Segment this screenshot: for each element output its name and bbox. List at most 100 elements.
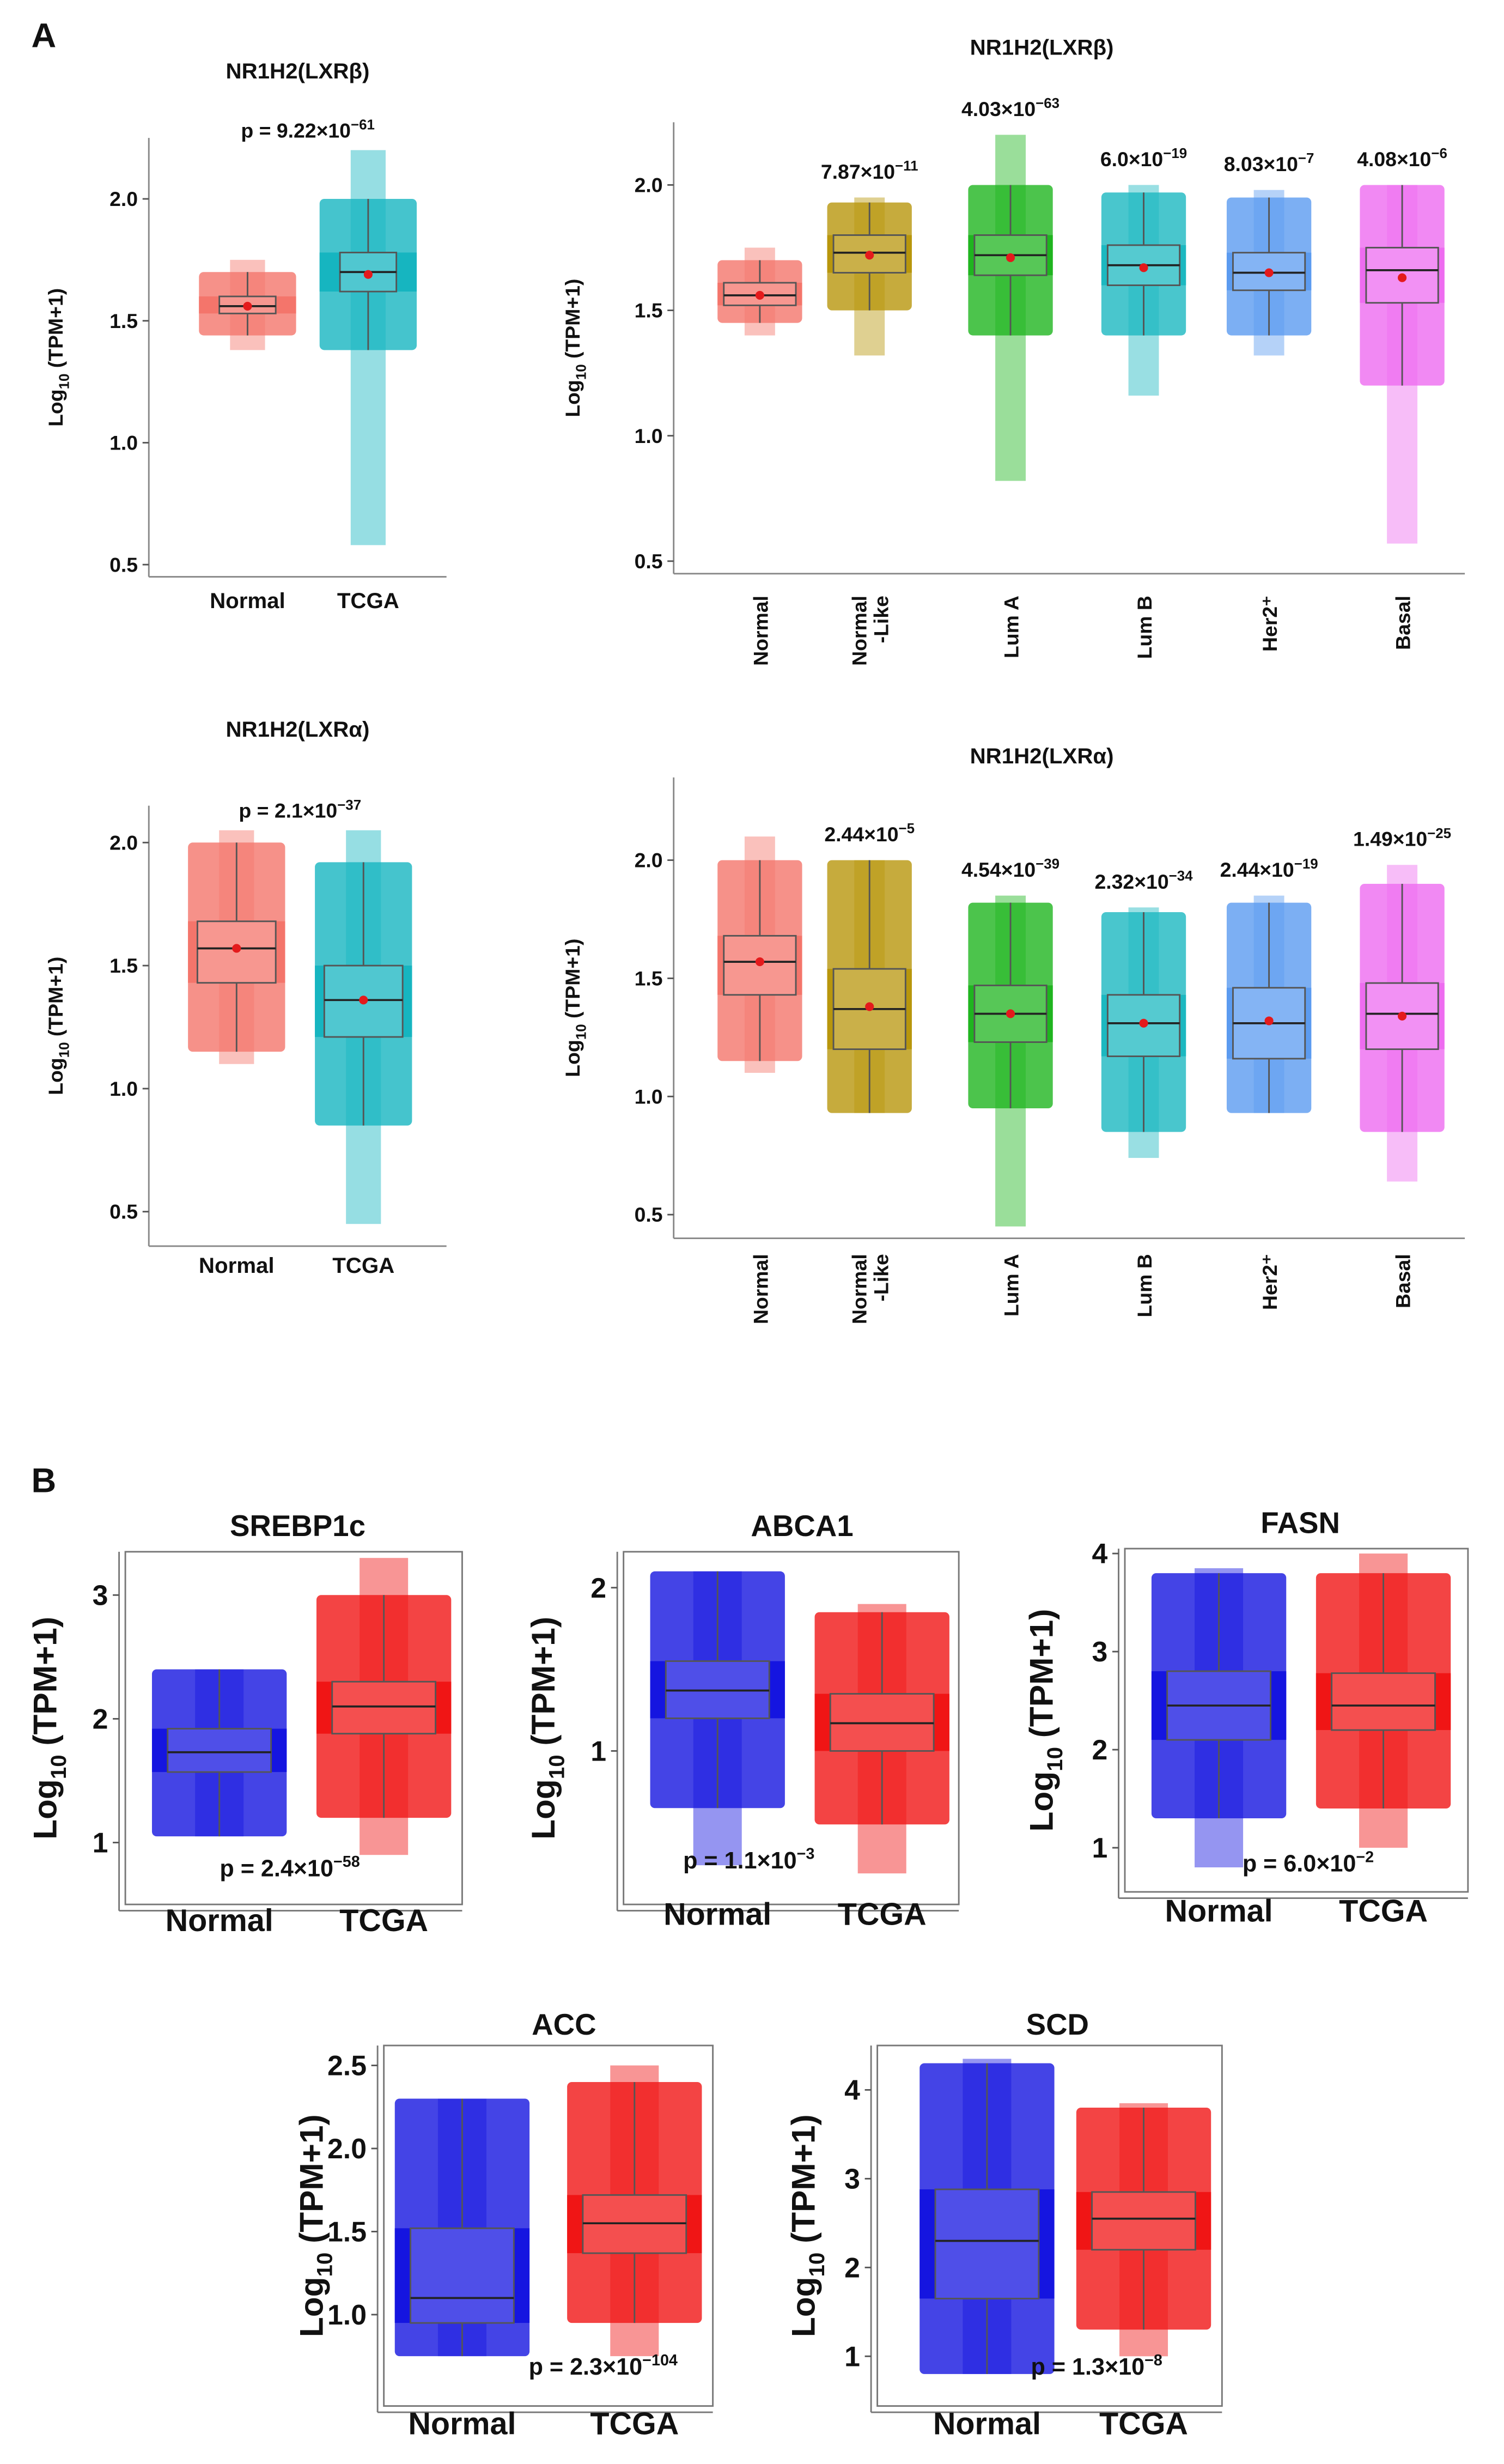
y-axis-label-part: (TPM+1) bbox=[561, 279, 584, 365]
y-tick-label: 1 bbox=[590, 1735, 606, 1767]
box bbox=[167, 1728, 272, 1773]
y-tick-label: 1.5 bbox=[327, 2216, 367, 2248]
mean-point bbox=[243, 301, 252, 311]
annotation: 6.0×10−19 bbox=[1100, 146, 1187, 171]
x-tick-label-line: Normal bbox=[749, 596, 772, 666]
mean-point bbox=[363, 270, 373, 279]
annotation-exponent: −34 bbox=[1169, 869, 1193, 884]
plot-frame bbox=[1124, 1547, 1469, 1893]
annotation-exponent: −7 bbox=[1298, 151, 1314, 166]
mean-point bbox=[865, 1002, 874, 1011]
annotation-base: 8.03×10 bbox=[1224, 153, 1298, 175]
y-axis-label-part: Log bbox=[561, 1040, 584, 1077]
annotation-base: p = 1.1×10 bbox=[683, 1848, 797, 1874]
annotation: p = 2.3×10−104 bbox=[529, 2352, 678, 2380]
annotation-exponent: −5 bbox=[899, 821, 915, 836]
panel-label: B bbox=[32, 1462, 57, 1500]
y-axis-label-part: Log bbox=[44, 1058, 67, 1095]
x-tick-label: Normal bbox=[663, 1897, 771, 1932]
annotation: p = 2.1×10−37 bbox=[239, 798, 361, 822]
y-axis-label-part: 10 bbox=[57, 374, 72, 390]
y-tick-label: 2 bbox=[1092, 1734, 1108, 1765]
y-tick-label: 0.5 bbox=[635, 1203, 663, 1226]
box bbox=[410, 2227, 515, 2324]
y-axis-label-part: Log bbox=[293, 2277, 330, 2337]
y-axis-label-part: Log bbox=[27, 1779, 64, 1840]
annotation: 1.49×10−25 bbox=[1353, 826, 1451, 851]
chart-title: SCD bbox=[1026, 2008, 1089, 2041]
x-tick-label: Normal-Like bbox=[848, 1254, 892, 1324]
annotation-base: p = 6.0×10 bbox=[1243, 1851, 1356, 1877]
x-tick-label: TCGA bbox=[332, 1253, 394, 1278]
x-tick-label: Normal bbox=[1165, 1894, 1272, 1929]
chart-title: NR1H2(LXRα) bbox=[970, 744, 1114, 768]
y-axis-label-part: (TPM+1) bbox=[44, 957, 67, 1042]
x-tick-label-line: Basal bbox=[1391, 1254, 1414, 1308]
x-tick-label: TCGA bbox=[339, 1903, 428, 1938]
x-tick-label-line: Lum A bbox=[1000, 1254, 1022, 1316]
y-axis-label-part: Log bbox=[525, 1779, 562, 1840]
annotation: p = 1.3×10−8 bbox=[1031, 2352, 1162, 2380]
y-tick-label: 2 bbox=[590, 1572, 606, 1604]
annotation: 2.44×10−19 bbox=[1220, 857, 1318, 881]
y-tick-label: 1.0 bbox=[327, 2299, 367, 2331]
x-tick-label-line: Her2⁺ bbox=[1258, 1254, 1281, 1310]
x-tick-label-line: -Like bbox=[870, 1254, 893, 1301]
y-tick-label: 1 bbox=[844, 2340, 860, 2372]
x-tick-label-line: Lum A bbox=[1000, 596, 1022, 658]
annotation: 7.87×10−11 bbox=[821, 159, 918, 183]
y-axis-label-part: 10 bbox=[574, 1024, 589, 1040]
annotation-exponent: −19 bbox=[1163, 146, 1187, 161]
annotation-base: 4.54×10 bbox=[961, 858, 1036, 881]
plot-frame bbox=[876, 2044, 1223, 2407]
annotation-base: 6.0×10 bbox=[1100, 148, 1163, 171]
y-tick-label: 2 bbox=[93, 1703, 108, 1735]
annotation: 4.08×10−6 bbox=[1357, 146, 1447, 171]
annotation-exponent: −39 bbox=[1036, 857, 1060, 872]
x-tick-label: Lum B bbox=[1133, 596, 1156, 659]
annotation-base: 2.44×10 bbox=[1220, 858, 1294, 881]
chart-title: ACC bbox=[532, 2008, 596, 2041]
mean-point bbox=[1006, 1009, 1015, 1018]
annotation-exponent: −3 bbox=[797, 1846, 815, 1863]
y-tick-label: 1.5 bbox=[109, 309, 138, 332]
x-tick-label: Normal bbox=[408, 2406, 516, 2441]
chart-title: NR1H2(LXRβ) bbox=[226, 59, 370, 83]
y-axis-label-part: 10 bbox=[1043, 1747, 1067, 1771]
x-tick-label: Normal bbox=[166, 1903, 273, 1938]
y-tick-label: 1.0 bbox=[635, 1085, 663, 1108]
x-tick-label-line: Lum B bbox=[1133, 1254, 1156, 1317]
mean-point bbox=[1139, 1018, 1148, 1028]
annotation-exponent: −11 bbox=[895, 159, 918, 174]
y-axis-label-part: Log bbox=[561, 380, 584, 417]
point-core bbox=[394, 2228, 530, 2323]
y-axis-label-part: (TPM+1) bbox=[561, 939, 584, 1024]
x-tick-label: TCGA bbox=[590, 2406, 679, 2441]
annotation-base: 4.03×10 bbox=[961, 98, 1036, 120]
plot-frame bbox=[623, 1551, 960, 1905]
y-tick-label: 3 bbox=[93, 1579, 108, 1611]
y-tick-label: 1.0 bbox=[635, 424, 663, 447]
annotation-exponent: −61 bbox=[351, 118, 375, 133]
x-tick-label: TCGA bbox=[337, 588, 399, 613]
annotation-exponent: −58 bbox=[333, 1853, 360, 1871]
x-tick-label: TCGA bbox=[1339, 1894, 1428, 1929]
box bbox=[1091, 2191, 1196, 2251]
y-axis-label-part: 10 bbox=[46, 1755, 71, 1779]
mean-point bbox=[755, 290, 764, 300]
annotation-exponent: −6 bbox=[1431, 146, 1447, 161]
annotation-base: 4.08×10 bbox=[1357, 148, 1431, 171]
y-tick-label: 2.0 bbox=[327, 2133, 367, 2164]
annotation-base: p = 9.22×10 bbox=[241, 119, 351, 142]
mean-point bbox=[755, 957, 764, 967]
mean-point bbox=[359, 996, 368, 1005]
y-axis-label-part: Log bbox=[44, 389, 67, 427]
annotation-exponent: −2 bbox=[1356, 1848, 1374, 1866]
y-tick-label: 2.0 bbox=[635, 849, 663, 872]
y-tick-label: 1 bbox=[93, 1827, 108, 1859]
x-tick-label: Normal bbox=[749, 1254, 772, 1324]
point-core bbox=[920, 2189, 1055, 2299]
x-tick-label: Normal bbox=[210, 588, 285, 613]
mean-point bbox=[1264, 1016, 1274, 1025]
